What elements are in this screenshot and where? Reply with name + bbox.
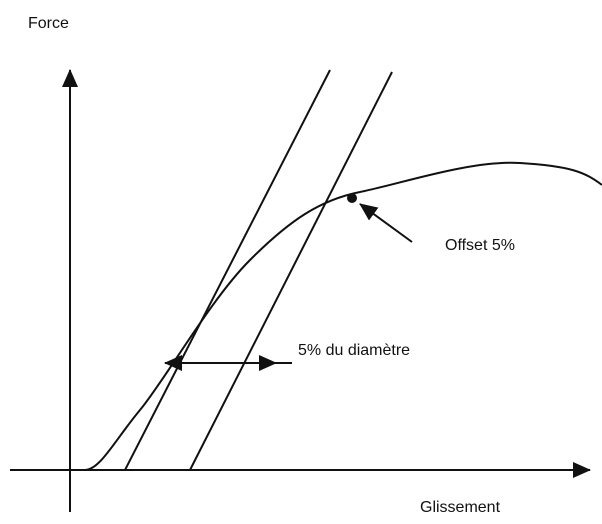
force-curve (84, 161, 602, 471)
offset-pointer (359, 203, 413, 243)
x-axis-label: Glissement (420, 499, 501, 516)
offset-point (347, 193, 357, 203)
y-axis-label: Force (28, 15, 69, 32)
dimension-label: 5% du diamètre (298, 342, 410, 359)
offset-label: Offset 5% (445, 237, 515, 254)
tangent-line (124, 69, 331, 471)
offset-line (189, 71, 393, 471)
